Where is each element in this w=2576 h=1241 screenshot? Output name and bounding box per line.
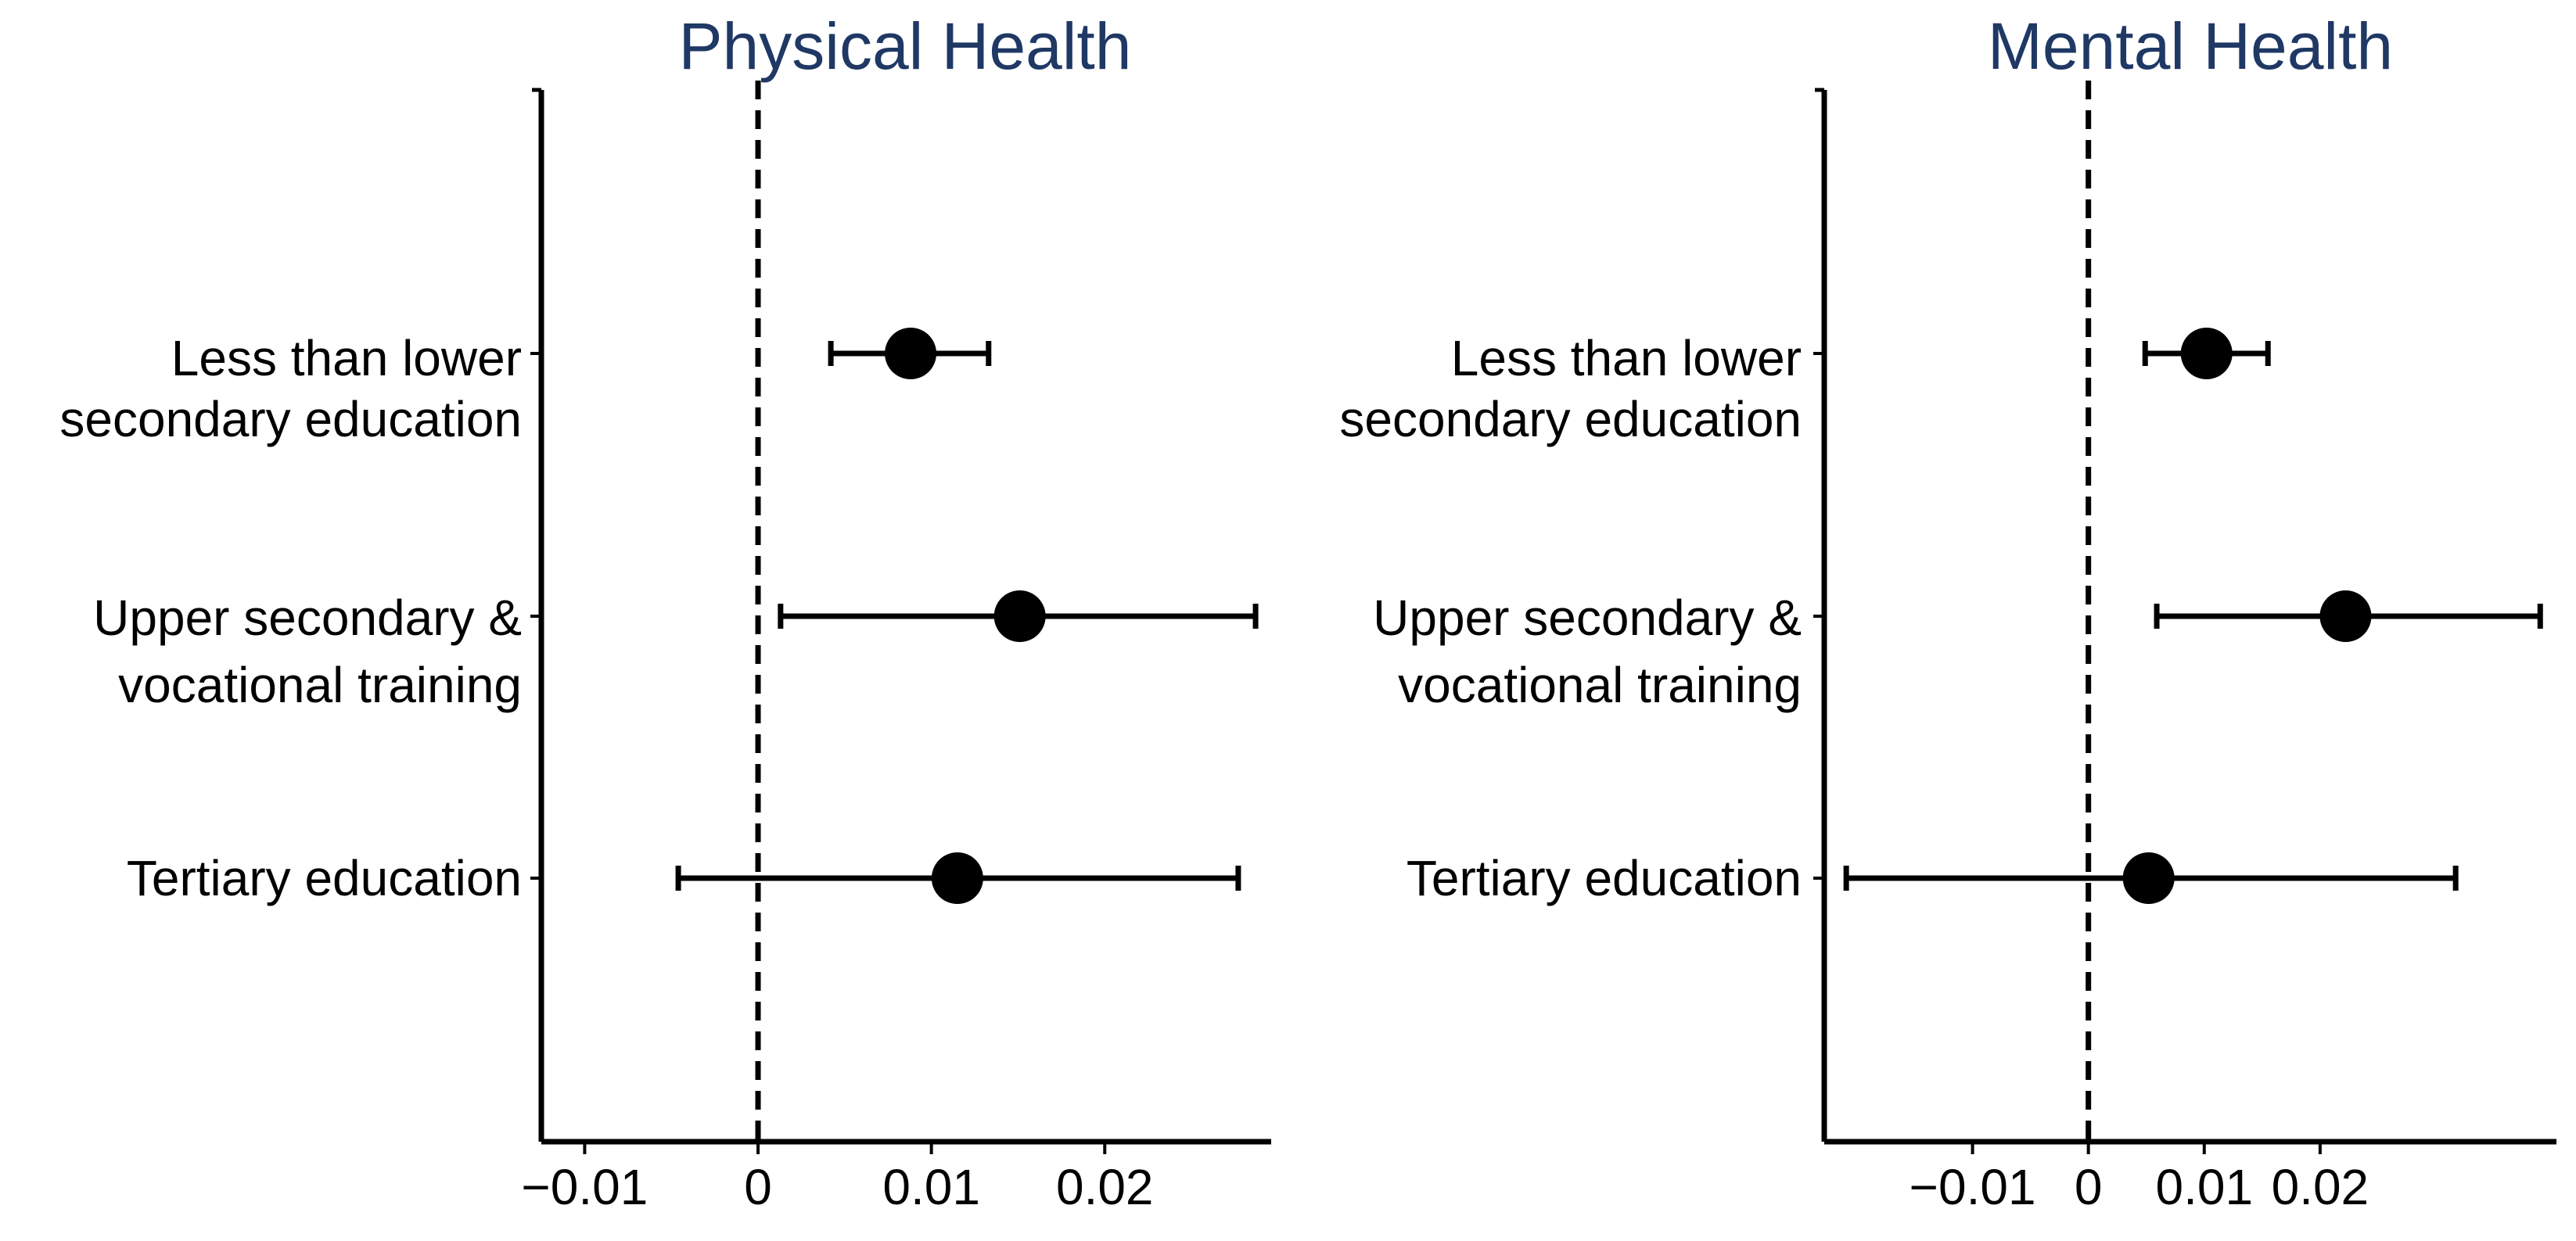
category-label: secondary education <box>59 391 522 447</box>
x-tick-label: 0.01 <box>2155 1159 2253 1215</box>
category-labels: Less than lower secondary education Uppe… <box>1339 330 1802 906</box>
category-label: Less than lower <box>171 330 522 386</box>
x-ticks: −0.01 0 0.01 0.02 <box>521 1142 1154 1215</box>
point-estimate <box>2180 328 2233 379</box>
point-estimate <box>885 328 937 379</box>
panel-mental-health: Mental Health Less than lower secondary … <box>1339 9 2556 1215</box>
point-estimate <box>993 590 1046 642</box>
category-label: Upper secondary & <box>1373 590 1802 646</box>
point-estimate <box>931 852 983 904</box>
category-label: Tertiary education <box>1407 850 1802 906</box>
x-tick-label: 0.02 <box>1056 1159 1154 1215</box>
x-tick-label: 0.01 <box>882 1159 980 1215</box>
panel-title-physical-health: Physical Health <box>679 9 1132 83</box>
x-tick-label: 0 <box>744 1159 772 1215</box>
panel-physical-health: Physical Health Less than lower secondar… <box>59 9 1271 1215</box>
point-estimate <box>2319 590 2372 642</box>
x-ticks: −0.01 0 0.01 0.02 <box>1910 1142 2369 1215</box>
marks <box>675 328 1259 904</box>
axes <box>530 81 1271 1145</box>
x-tick-label: −0.01 <box>1910 1159 2036 1215</box>
category-label: vocational training <box>1398 657 1802 713</box>
axes <box>1813 81 2556 1145</box>
category-labels: Less than lower secondary education Uppe… <box>59 330 522 906</box>
x-tick-label: 0.02 <box>2272 1159 2369 1215</box>
point-estimate <box>2122 852 2175 904</box>
x-tick-label: −0.01 <box>521 1159 648 1215</box>
category-label: vocational training <box>118 657 522 713</box>
panel-title-mental-health: Mental Health <box>1988 9 2393 83</box>
category-label: Upper secondary & <box>93 590 522 646</box>
marks <box>1843 328 2543 904</box>
category-label: Less than lower <box>1451 330 1802 386</box>
category-label: Tertiary education <box>127 850 522 906</box>
x-tick-label: 0 <box>2075 1159 2103 1215</box>
category-label: secondary education <box>1339 391 1802 447</box>
